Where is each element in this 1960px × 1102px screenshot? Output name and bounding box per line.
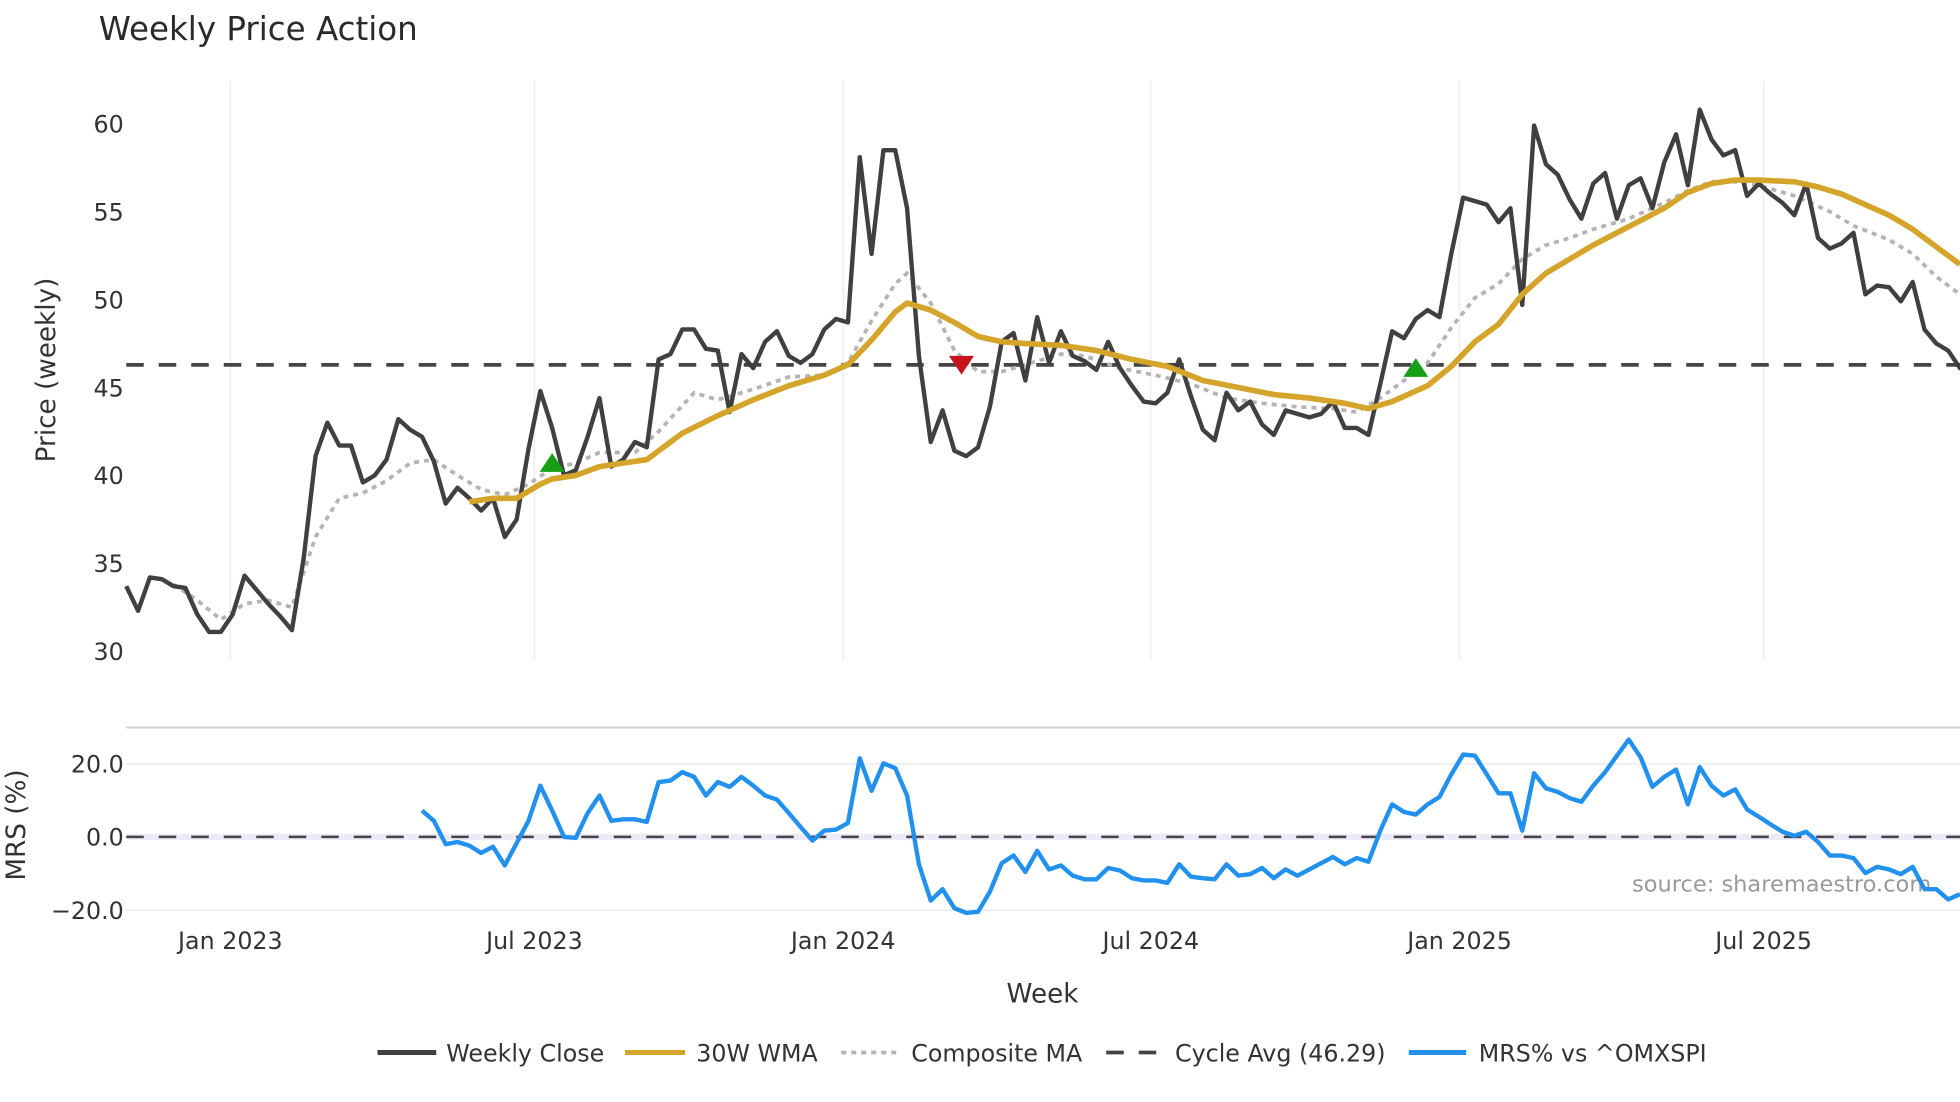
mrs-y-tick-label: −20.0 <box>51 897 124 925</box>
x-tick-label: Jan 2023 <box>176 927 283 955</box>
price-y-tick-label: 55 <box>94 198 124 226</box>
chart-title: Weekly Price Action <box>99 10 418 48</box>
price-series <box>124 107 1960 635</box>
x-tick-label: Jul 2024 <box>1100 927 1199 955</box>
price-y-tick-label: 50 <box>94 286 124 314</box>
x-tick-label: Jul 2025 <box>1713 927 1812 955</box>
buy-signal-marker <box>539 453 565 472</box>
mrs-line <box>420 737 1960 916</box>
legend-item-cycle-avg[interactable]: Cycle Avg (46.29) <box>1106 1039 1386 1067</box>
legend-item-mrs[interactable]: MRS% vs ^OMXSPI <box>1408 1039 1707 1067</box>
price-y-axis-label: Price (weekly) <box>32 278 62 463</box>
buy-signal-marker <box>1403 358 1429 377</box>
weekly-close-line <box>124 107 1960 635</box>
mrs-gridlines <box>126 762 1960 911</box>
legend-label: Cycle Avg (46.29) <box>1175 1039 1386 1067</box>
price-y-tick-label: 35 <box>94 550 124 578</box>
legend-item-30w-wma[interactable]: 30W WMA <box>625 1039 818 1067</box>
legend-label: MRS% vs ^OMXSPI <box>1479 1039 1707 1067</box>
source-watermark: source: sharemaestro.com <box>1632 871 1931 897</box>
price-y-tick-label: 40 <box>94 462 124 490</box>
composite-ma-line <box>172 179 1960 622</box>
wma-30w-line <box>468 177 1960 505</box>
mrs-y-axis-label: MRS (%) <box>2 769 32 880</box>
price-y-tick-label: 30 <box>94 638 124 666</box>
price-y-ticks: 30 35 40 45 50 55 60 <box>94 111 124 666</box>
mrs-series <box>420 737 1960 916</box>
legend-label: Composite MA <box>911 1039 1083 1067</box>
x-tick-label: Jan 2024 <box>789 927 896 955</box>
x-axis-label: Week <box>1007 980 1080 1010</box>
x-tick-label: Jan 2025 <box>1405 927 1512 955</box>
legend-item-weekly-close[interactable]: Weekly Close <box>377 1039 605 1067</box>
price-y-tick-label: 45 <box>94 374 124 402</box>
x-tick-label: Jul 2023 <box>484 927 583 955</box>
legend-label: 30W WMA <box>696 1039 818 1067</box>
sell-signal-marker <box>948 355 974 375</box>
legend-item-composite-ma[interactable]: Composite MA <box>841 1039 1083 1067</box>
x-ticks: Jan 2023 Jul 2023 Jan 2024 Jul 2024 Jan 2025… <box>176 927 1812 955</box>
mrs-y-tick-label: 20.0 <box>71 751 124 779</box>
mrs-y-tick-label: 0.0 <box>86 824 124 852</box>
legend-label: Weekly Close <box>446 1039 604 1067</box>
legend: Weekly Close 30W WMA Composite MA Cycle … <box>377 1039 1707 1067</box>
price-y-tick-label: 60 <box>94 111 124 139</box>
mrs-y-ticks: 20.0 0.0 −20.0 <box>51 751 124 925</box>
